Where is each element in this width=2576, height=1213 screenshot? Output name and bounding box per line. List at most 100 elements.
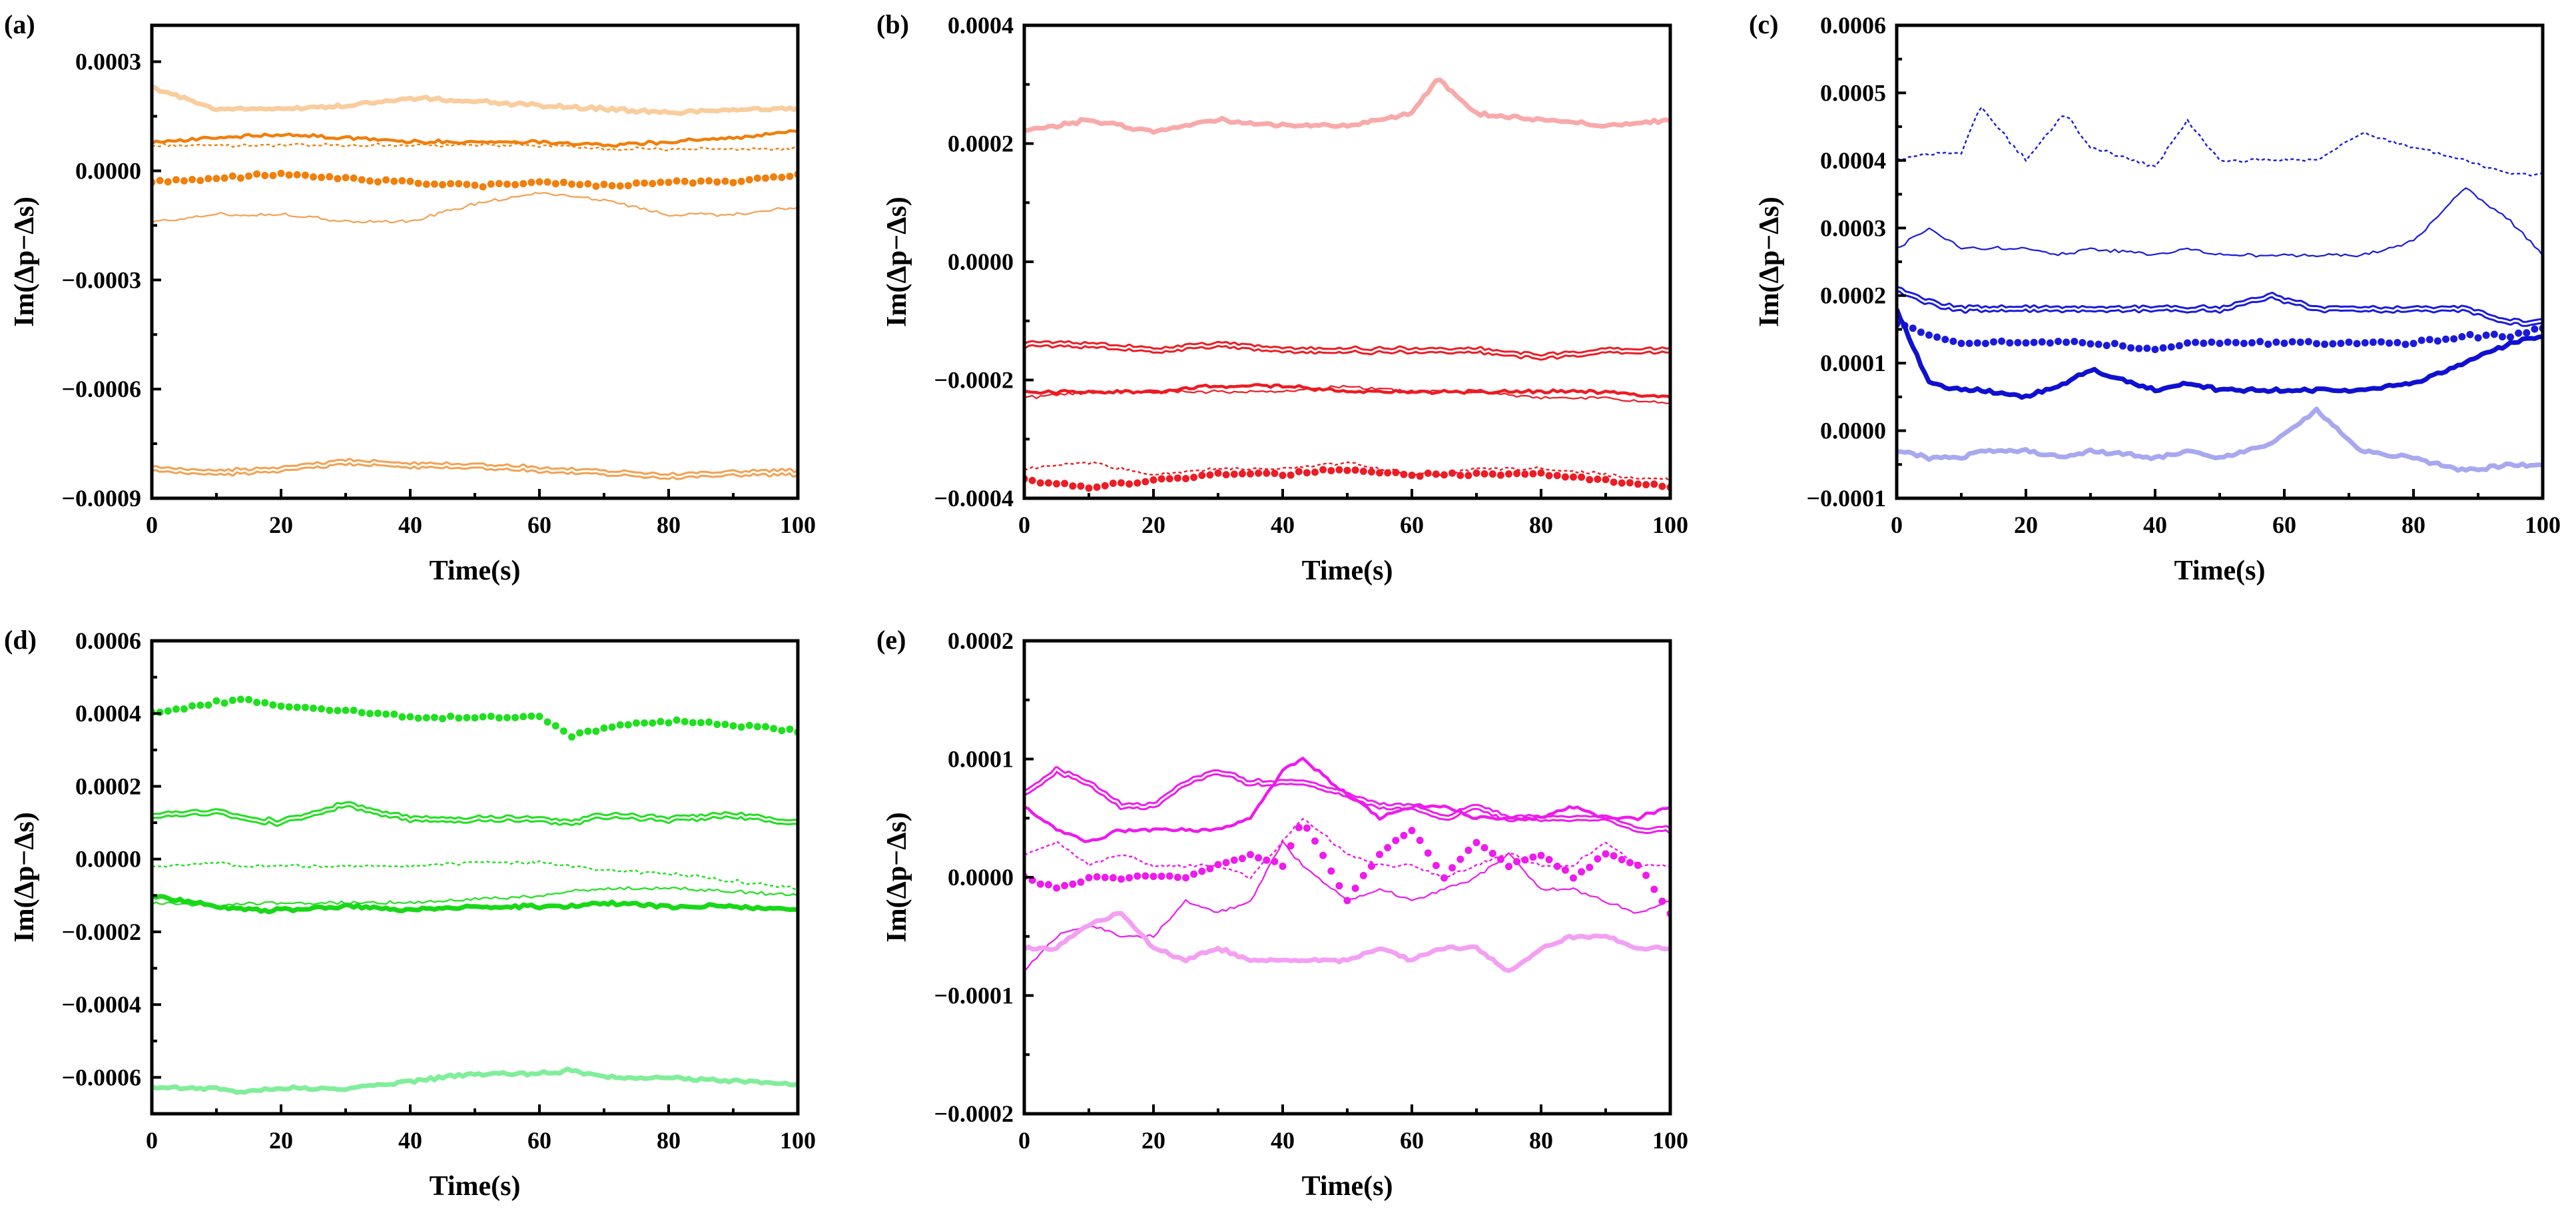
panel-e-series-e4-point [1545,856,1553,863]
panel-b-series-b6-point [1028,476,1036,484]
panel-d-series-d1-point [721,721,729,728]
panel-d-series-d1-point [318,705,326,713]
panel-d-y-tick-label: 0.0000 [75,846,141,873]
panel-a-y-tick-label: −0.0003 [61,266,141,293]
panel-e-series-e4-point [1214,861,1222,869]
panel-d-y-tick-label: −0.0004 [61,991,141,1018]
panel-d-y-tick-label: 0.0006 [75,627,141,654]
panel-e-x-axis-title: Time(s) [1302,1171,1393,1202]
panel-e-series-e5 [1024,840,1670,973]
panel-c-series-c4-point [2313,340,2320,348]
panel-d-series-d1-point [616,721,624,729]
panel-c-series-c4-point [2378,338,2385,346]
panel-a-series-a4-point [318,173,326,181]
panel-b-series-b6-point [1618,479,1626,487]
panel-d-series-d1-point [608,723,616,731]
panel-a-series-a4-point [334,175,342,183]
panel-b-series-b6-point [1570,473,1577,481]
panel-a-series-a4-point [786,173,794,181]
panel-b-series-b1 [1024,77,1670,135]
panel-e-series-e4-point [1118,875,1125,883]
panel-a-series-a4-point [447,180,455,188]
panel-b-series-b6-point [1351,466,1359,474]
panel-e-y-tick-label: −0.0002 [934,1100,1014,1127]
panel-e-label: (e) [876,625,906,655]
panel-d-series-d1-point [778,727,786,735]
panel-d-series-d1-point [519,713,527,721]
panel-b-series-b6-point [1311,468,1319,476]
panel-d-series-d1-point [350,706,358,714]
panel-b-series-b6-point [1303,469,1311,477]
panel-b-series-b4 [1024,384,1670,404]
panel-c-series-c4-point [1941,336,1949,344]
panel-d-series-d1-point [673,716,681,724]
panel-c-series-c4-point [1965,340,1973,347]
panel-e-series-e4-point [1247,851,1254,859]
panel-a-series-a4-point [236,174,244,182]
panel-b-series-b6-point [1456,472,1464,480]
panel-e-x-tick-label: 80 [1529,1127,1553,1154]
panel-a-series-a4-point [228,172,236,180]
panel-c-series-c4-point [2063,338,2071,346]
panel-c-series-c6 [1897,406,2543,473]
panel-d-series-d1-point [592,727,600,735]
panel-e-series-e4-point [1263,856,1271,864]
panel-e-series-e4-point [1367,862,1375,870]
panel-a-series-a4-point [713,178,721,186]
panel-d-group: 0 20 40 60 80 100 −0.0006 −0.0004 −0.0002 0.0000 0… [4,625,816,1202]
panel-a-series-a2 [152,129,798,148]
panel-c-series-c4-point [2288,338,2296,346]
panel-b-series-b6-point [1214,469,1222,477]
panel-a-series-a4-point [705,177,713,185]
panel-b-series-b6-point [1263,469,1271,477]
panel-d-series-d1-point [697,719,705,727]
panel-a-series-a4-point [608,182,616,190]
panel-a-series-a4-point [261,172,269,179]
panel-d-series-d1-point [633,719,640,727]
panel-c-series-c1 [1897,106,2543,177]
panel-e-series-e4-point [1424,849,1432,857]
panel-d-series-d1-point [390,710,398,718]
panel-a-series-a4-point [559,179,567,187]
panel-d-series-d1-point [220,699,228,707]
panel-a-series-a4-point [293,171,301,179]
panel-b-series-b6-point [1424,469,1432,477]
panel-a-series-a4-point [624,182,632,190]
panel-e-series-e4-point [1287,842,1295,850]
panel-d-series-d6 [152,1066,798,1095]
panel-c-series-c4-point [2523,329,2531,337]
panel-d-series-d1-point [180,705,188,713]
panel-d-y-tick-label: 0.0002 [75,773,141,799]
panel-b-y-tick-label: −0.0004 [934,485,1014,512]
panel-a-series-a4-point [543,178,551,186]
panel-c-series-c4-point [2498,333,2506,341]
panel-d-series-d1-point [770,725,778,733]
panel-a-series-a4-point [366,177,374,185]
panel-b-series-b6-point [1077,482,1085,490]
panel-d-series-d1-point [665,719,673,727]
panel-a-series-a4-point [326,173,334,181]
panel-b-series-b6-point [1384,469,1392,477]
panel-c-series-c4-point [2272,338,2280,346]
panel-a-series-a4-point [729,179,737,187]
panel-b-series-b3 [1024,383,1670,399]
panel-e-series-e4-point [1157,873,1165,880]
panel-c-series-c4-point [2135,344,2143,352]
panel-b-series-b6-point [1359,468,1367,475]
panel-a-series-a4-point [212,175,220,183]
panel-b-series-b6-point [1480,470,1488,478]
panel-c-series-c4-point [2264,340,2272,348]
panel-c-x-tick-label: 0 [1891,512,1903,538]
panel-e-series-e4-point [1141,872,1149,880]
panel-d-series-d1-point [277,702,285,710]
panel-c-series-c4-point [2369,338,2377,346]
panel-a-series-a4-point [156,177,164,185]
panel-d-series-d3 [152,860,798,891]
panel-d-y-tick-label: 0.0004 [75,700,141,727]
panel-e-series-e4-point [1561,866,1569,874]
panel-d-series-d1-point [543,718,551,726]
panel-a-series-a4-point [592,183,600,191]
panel-d-series-d1-point [455,714,463,722]
panel-b-series-b6-point [1472,469,1480,477]
panel-d-series-d5 [152,893,798,915]
